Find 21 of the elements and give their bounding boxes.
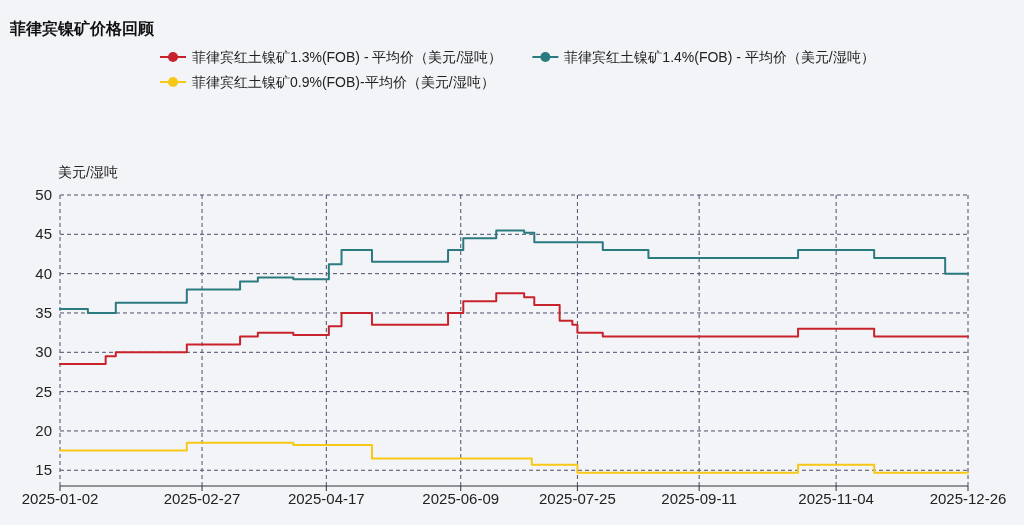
y-tick-label: 25 (35, 382, 52, 400)
legend-label: 菲律宾红土镍矿1.4%(FOB) - 平均价（美元/湿吨） (564, 49, 875, 65)
y-axis-title: 美元/湿吨 (58, 164, 118, 180)
chart-title: 菲律宾镍矿价格回顾 (9, 19, 155, 37)
y-tick-label: 40 (35, 264, 52, 282)
x-tick-label: 2025-01-02 (21, 490, 99, 507)
y-tick-label: 50 (35, 186, 52, 203)
x-tick-label: 2025-11-04 (798, 490, 874, 507)
y-tick-label: 20 (35, 421, 52, 439)
x-tick-label: 2025-09-11 (661, 490, 737, 507)
legend-label: 菲律宾红土镍矿0.9%(FOB)-平均价（美元/湿吨） (192, 74, 495, 90)
y-tick-label: 15 (35, 461, 52, 479)
x-tick-label: 2025-06-09 (422, 490, 500, 507)
x-tick-label: 2025-02-27 (163, 490, 241, 507)
legend-label: 菲律宾红土镍矿1.3%(FOB) - 平均价（美元/湿吨） (192, 49, 503, 65)
x-tick-label: 2025-04-17 (287, 490, 365, 507)
y-tick-label: 45 (35, 225, 52, 243)
y-tick-label: 30 (35, 343, 52, 361)
x-tick-label: 2025-12-26 (929, 490, 1007, 507)
y-tick-label: 35 (35, 303, 52, 321)
x-tick-label: 2025-07-25 (539, 490, 616, 507)
